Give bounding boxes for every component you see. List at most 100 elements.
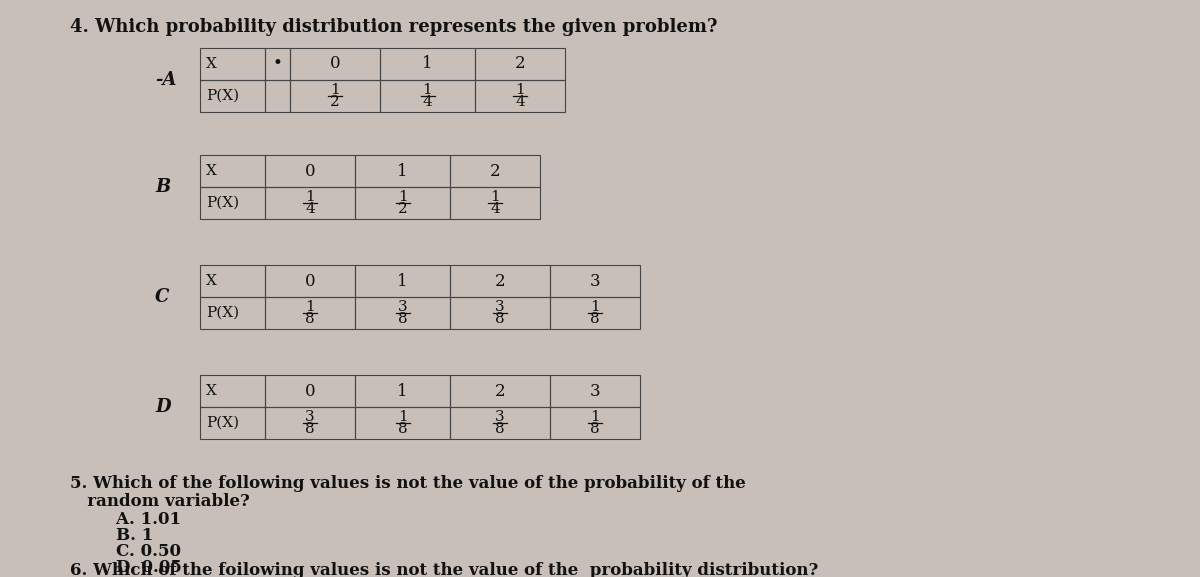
Text: 2: 2	[515, 55, 526, 73]
Bar	[265, 297, 355, 329]
Bar	[200, 407, 265, 439]
Text: 1: 1	[422, 83, 432, 97]
Bar	[450, 155, 540, 187]
Text: X: X	[206, 274, 217, 288]
Bar	[265, 155, 355, 187]
Bar	[355, 187, 450, 219]
Text: X: X	[206, 57, 217, 71]
Text: D. 0.05: D. 0.05	[70, 559, 182, 576]
Bar	[265, 375, 355, 407]
Text: 3: 3	[496, 300, 505, 314]
Text: -A: -A	[155, 71, 176, 89]
Bar	[265, 80, 290, 112]
Bar	[475, 48, 565, 80]
Text: 2: 2	[494, 272, 505, 290]
Text: B. 1: B. 1	[70, 527, 154, 544]
Text: 1: 1	[490, 190, 500, 204]
Bar	[265, 265, 355, 297]
Bar	[450, 265, 550, 297]
Bar	[450, 375, 550, 407]
Text: 1: 1	[397, 383, 408, 399]
Text: 4: 4	[490, 202, 500, 216]
Text: 8: 8	[496, 422, 505, 436]
Bar	[290, 80, 380, 112]
Text: 8: 8	[590, 312, 600, 326]
Text: 8: 8	[496, 312, 505, 326]
Bar	[355, 155, 450, 187]
Text: 1: 1	[397, 410, 407, 424]
Text: 8: 8	[305, 312, 314, 326]
Bar	[380, 48, 475, 80]
Text: B: B	[155, 178, 170, 196]
Text: 1: 1	[397, 190, 407, 204]
Bar	[290, 48, 380, 80]
Text: 0: 0	[305, 383, 316, 399]
Bar	[200, 375, 265, 407]
Bar	[200, 265, 265, 297]
Text: 8: 8	[590, 422, 600, 436]
Text: 3: 3	[305, 410, 314, 424]
Bar	[200, 155, 265, 187]
Bar	[265, 187, 355, 219]
Text: C: C	[155, 288, 169, 306]
Bar	[200, 48, 265, 80]
Text: P(X): P(X)	[206, 196, 239, 210]
Text: 1: 1	[515, 83, 524, 97]
Bar	[200, 187, 265, 219]
Bar	[550, 407, 640, 439]
Bar	[355, 407, 450, 439]
Text: 1: 1	[590, 410, 600, 424]
Text: random variable?: random variable?	[70, 493, 250, 510]
Bar	[380, 80, 475, 112]
Text: 3: 3	[589, 383, 600, 399]
Text: 4. Which probability distribution represents the given problem?: 4. Which probability distribution repres…	[70, 18, 718, 36]
Text: 1: 1	[590, 300, 600, 314]
Text: 1: 1	[330, 83, 340, 97]
Text: X: X	[206, 164, 217, 178]
Text: 1: 1	[305, 300, 314, 314]
Bar	[265, 407, 355, 439]
Text: 4: 4	[515, 95, 524, 109]
Text: 0: 0	[305, 272, 316, 290]
Text: 3: 3	[496, 410, 505, 424]
Text: 8: 8	[397, 312, 407, 326]
Text: 2: 2	[397, 202, 407, 216]
Text: 1: 1	[397, 272, 408, 290]
Bar	[355, 297, 450, 329]
Text: 5. Which of the following values is not the value of the probability of the: 5. Which of the following values is not …	[70, 475, 745, 492]
Bar	[355, 375, 450, 407]
Text: 1: 1	[305, 190, 314, 204]
Bar	[550, 265, 640, 297]
Bar	[200, 80, 265, 112]
Text: •: •	[272, 55, 282, 73]
Text: 3: 3	[397, 300, 407, 314]
Bar	[355, 265, 450, 297]
Bar	[550, 297, 640, 329]
Text: D: D	[155, 398, 170, 416]
Text: 1: 1	[397, 163, 408, 179]
Text: 1: 1	[422, 55, 433, 73]
Text: X: X	[206, 384, 217, 398]
Text: 2: 2	[494, 383, 505, 399]
Bar	[450, 187, 540, 219]
Bar	[550, 375, 640, 407]
Bar	[200, 297, 265, 329]
Text: 0: 0	[305, 163, 316, 179]
Bar	[265, 48, 290, 80]
Text: P(X): P(X)	[206, 89, 239, 103]
Text: C. 0.50: C. 0.50	[70, 543, 181, 560]
Bar	[450, 297, 550, 329]
Text: P(X): P(X)	[206, 306, 239, 320]
Text: 8: 8	[305, 422, 314, 436]
Text: 3: 3	[589, 272, 600, 290]
Text: A. 1.01: A. 1.01	[70, 511, 181, 528]
Text: 4: 4	[305, 202, 314, 216]
Text: 8: 8	[397, 422, 407, 436]
Text: 2: 2	[490, 163, 500, 179]
Text: 0: 0	[330, 55, 341, 73]
Text: P(X): P(X)	[206, 416, 239, 430]
Text: 2: 2	[330, 95, 340, 109]
Bar	[475, 80, 565, 112]
Text: 6. Which of the foilowing values is not the value of the  probability distributi: 6. Which of the foilowing values is not …	[70, 562, 818, 577]
Text: 4: 4	[422, 95, 432, 109]
